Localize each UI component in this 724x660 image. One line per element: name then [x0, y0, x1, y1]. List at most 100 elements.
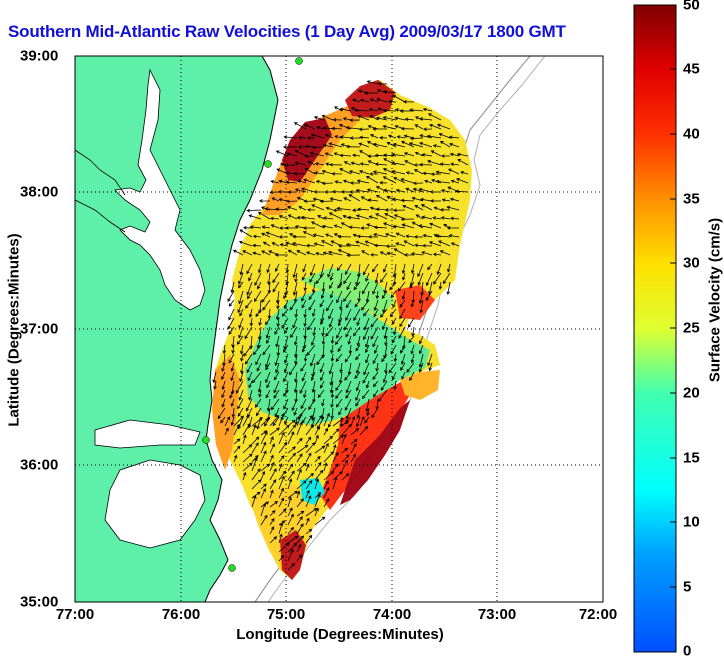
velocity-arrow — [246, 362, 253, 374]
velocity-arrow — [372, 335, 379, 348]
velocity-arrow — [327, 416, 334, 428]
velocity-arrow — [361, 299, 370, 311]
velocity-arrow — [303, 308, 307, 319]
velocity-arrow — [435, 170, 451, 175]
velocity-arrow — [220, 416, 226, 424]
velocity-arrow — [383, 158, 397, 166]
velocity-arrow — [328, 362, 334, 375]
velocity-arrow — [401, 263, 406, 275]
velocity-arrow — [296, 421, 303, 436]
velocity-arrow — [356, 407, 361, 419]
velocity-arrow — [410, 263, 415, 274]
velocity-arrow — [278, 533, 283, 544]
velocity-arrow — [383, 222, 397, 229]
velocity-arrow — [231, 407, 236, 418]
velocity-arrow — [230, 416, 235, 426]
velocity-arrow — [238, 240, 253, 247]
velocity-arrow — [345, 125, 361, 130]
velocity-arrow — [429, 222, 442, 229]
velocity-arrow — [289, 299, 298, 311]
velocity-arrow — [403, 253, 415, 257]
velocity-arrow — [364, 91, 379, 95]
velocity-arrow — [274, 407, 280, 418]
velocity-arrow — [294, 188, 307, 193]
velocity-arrow — [269, 414, 280, 427]
velocity-arrow — [385, 244, 397, 249]
velocity-arrow — [339, 107, 352, 112]
velocity-arrow — [381, 290, 388, 300]
velocity-arrow — [332, 428, 340, 436]
velocity-arrow — [296, 516, 303, 526]
velocity-arrow — [296, 554, 303, 562]
velocity-arrow — [245, 398, 253, 412]
velocity-arrow — [260, 450, 267, 463]
velocity-arrow — [381, 353, 388, 363]
velocity-arrow — [261, 225, 271, 229]
velocity-arrow — [353, 281, 361, 291]
velocity-arrow — [345, 308, 352, 321]
velocity-arrow — [323, 442, 329, 454]
station-marker — [295, 57, 303, 65]
velocity-arrow — [342, 117, 352, 121]
velocity-arrow — [418, 335, 424, 345]
velocity-arrow — [221, 371, 226, 380]
velocity-arrow — [313, 171, 325, 175]
velocity-arrow — [278, 179, 289, 184]
velocity-arrow — [399, 308, 406, 320]
velocity-arrow — [242, 434, 247, 445]
velocity-arrow — [228, 353, 235, 364]
velocity-arrow — [364, 335, 370, 348]
velocity-arrow — [296, 462, 307, 472]
velocity-arrow — [362, 326, 370, 341]
velocity-arrow — [251, 436, 260, 445]
velocity-arrow — [287, 542, 298, 553]
velocity-arrow — [303, 281, 308, 292]
velocity-arrow — [341, 419, 350, 427]
velocity-arrow — [362, 389, 370, 400]
velocity-arrow — [314, 507, 319, 517]
velocity-arrow — [321, 398, 325, 407]
velocity-arrow — [354, 108, 370, 113]
velocity-arrow — [269, 526, 275, 535]
velocity-arrow — [382, 90, 397, 94]
velocity-arrow — [314, 425, 320, 436]
velocity-arrow — [278, 215, 289, 220]
velocity-arrow — [405, 171, 415, 175]
velocity-arrow — [257, 211, 271, 220]
velocity-arrow — [388, 362, 397, 374]
velocity-arrow — [262, 299, 271, 311]
velocity-arrow — [305, 489, 310, 499]
velocity-arrow — [359, 415, 365, 427]
velocity-arrow — [450, 162, 460, 166]
velocity-arrow — [355, 272, 361, 286]
velocity-arrow — [359, 150, 370, 157]
velocity-arrow — [399, 299, 406, 308]
velocity-arrow — [352, 208, 361, 212]
velocity-arrow — [260, 470, 266, 481]
velocity-arrow — [255, 353, 262, 366]
velocity-arrow — [261, 232, 271, 238]
velocity-arrow — [237, 407, 244, 417]
velocity-arrow — [283, 163, 298, 167]
velocity-arrow — [289, 362, 298, 376]
velocity-arrow — [373, 225, 388, 230]
velocity-arrow — [224, 427, 229, 436]
velocity-arrow — [344, 317, 352, 331]
velocity-arrow — [249, 225, 262, 229]
velocity-arrow — [332, 476, 338, 490]
x-tick-label: 72:00 — [578, 606, 618, 623]
velocity-arrow — [393, 248, 406, 256]
station-marker — [228, 564, 236, 572]
velocity-arrow — [419, 197, 433, 202]
velocity-arrow — [292, 234, 307, 239]
velocity-arrow — [335, 353, 343, 362]
velocity-arrow — [414, 205, 424, 211]
velocity-arrow — [409, 108, 424, 112]
velocity-arrow — [345, 299, 352, 309]
velocity-arrow — [229, 389, 235, 399]
velocity-arrow — [332, 463, 339, 472]
velocity-arrow — [303, 389, 307, 399]
velocity-arrow — [242, 471, 247, 481]
velocity-arrow — [294, 149, 307, 157]
